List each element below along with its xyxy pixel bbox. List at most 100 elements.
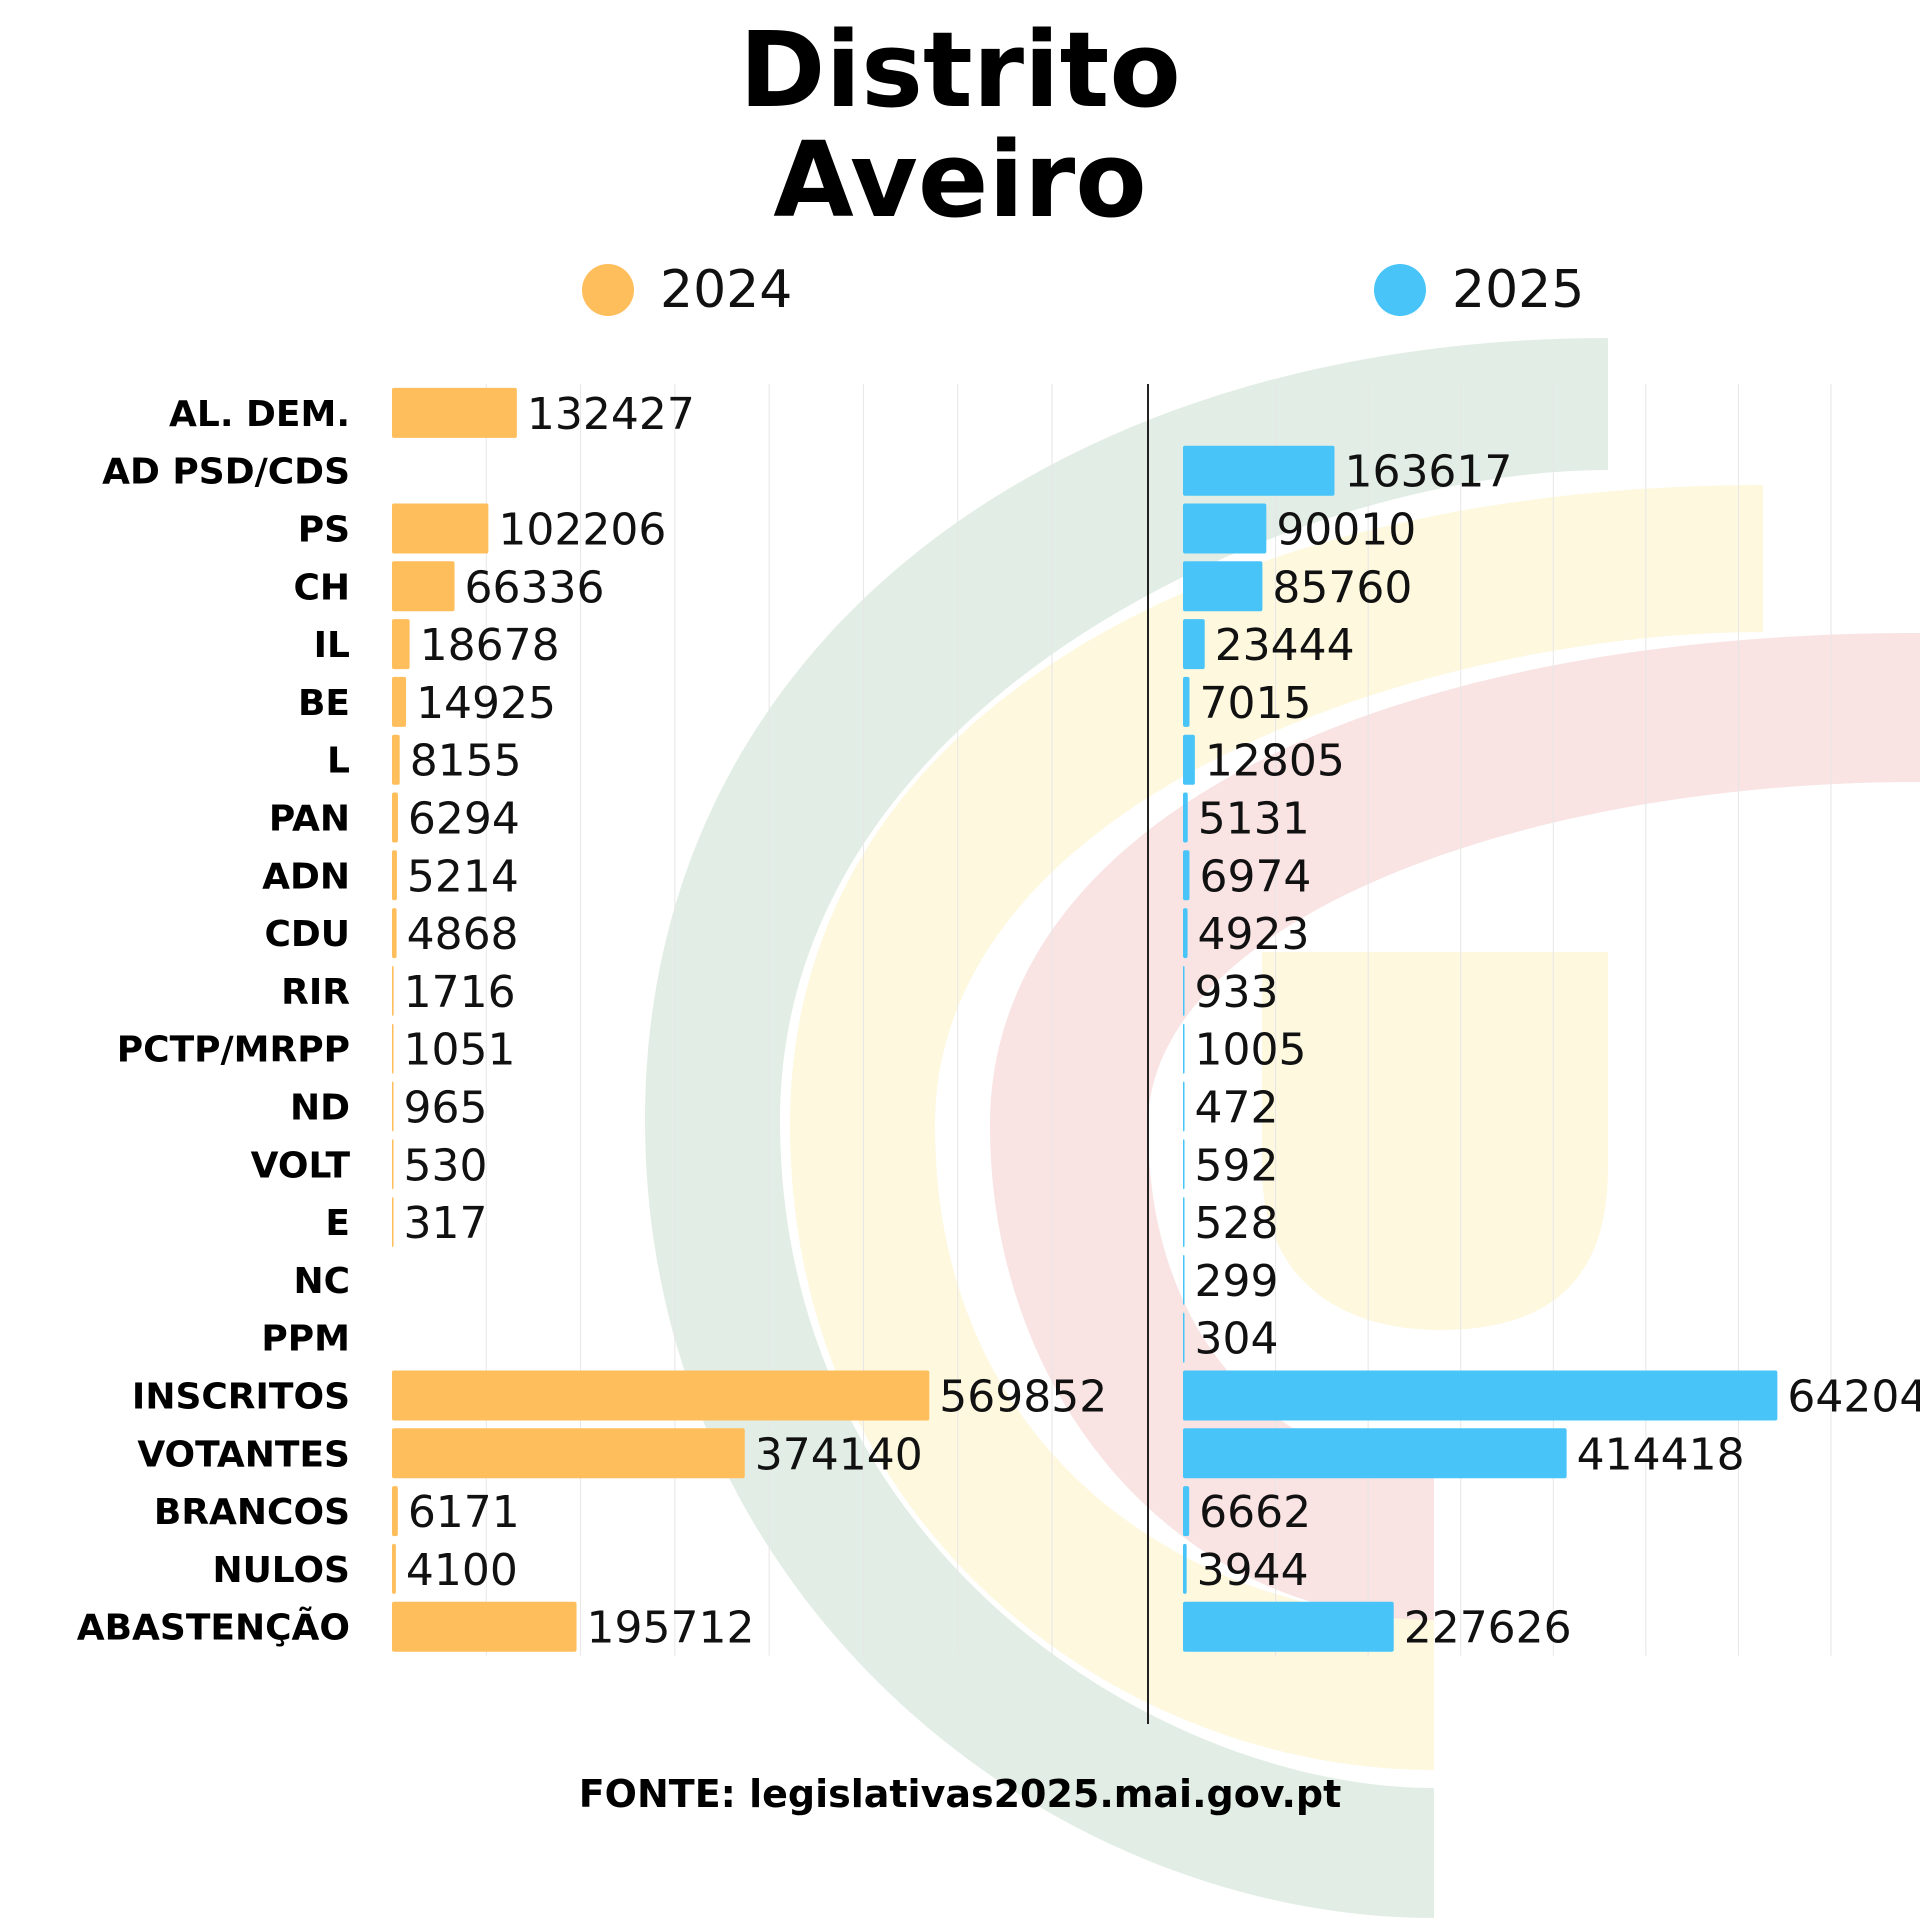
value-label-2025: 12805 [1205,736,1345,787]
bar-2024 [392,503,489,554]
legend-item-2025: 2025 [1374,260,1585,320]
bar-2024 [392,908,397,959]
value-label-2025: 6974 [1199,851,1311,902]
bar-2025 [1183,1543,1187,1594]
legend-swatch-2024 [582,264,634,316]
category-label: RIR [281,972,350,1013]
value-label-2024: 4100 [406,1545,518,1596]
value-label-2024: 1716 [404,967,516,1018]
value-label-2024: 4868 [407,909,519,960]
bar-2025 [1183,1197,1185,1248]
category-label: VOLT [251,1145,351,1186]
value-label-2024: 132427 [527,389,695,440]
legend-label-2024: 2024 [660,260,793,320]
value-label-2024: 6171 [408,1487,520,1538]
value-label-2025: 4923 [1198,909,1310,960]
value-label-2025: 933 [1195,967,1279,1018]
bar-2024 [392,1486,398,1537]
yellow-arc-decoration [790,485,1763,1770]
value-label-2024: 8155 [410,736,522,787]
bar-2024 [392,1139,394,1190]
bar-2025 [1183,850,1190,901]
value-label-2024: 102206 [498,505,666,556]
bar-2025 [1183,908,1188,959]
value-label-2025: 304 [1195,1314,1279,1365]
value-label-2025: 85760 [1272,562,1412,613]
value-label-2024: 66336 [465,562,605,613]
category-label: IL [314,625,350,666]
value-label-2025: 5131 [1198,794,1310,845]
bar-2025 [1183,792,1188,843]
value-label-2024: 569852 [939,1372,1107,1423]
category-label: PS [298,510,350,551]
value-label-2024: 14925 [416,678,556,729]
category-label: E [325,1203,350,1244]
value-label-2025: 7015 [1199,678,1311,729]
category-label: ADN [262,856,350,897]
bar-2024 [392,1023,394,1074]
bar-2024 [392,387,517,438]
value-label-2024: 1051 [404,1025,516,1076]
category-label: ABASTENÇÃO [77,1607,350,1649]
bar-2025 [1183,1601,1394,1652]
bar-2025 [1183,1428,1567,1479]
value-label-2024: 195712 [587,1603,755,1654]
value-label-2025: 3944 [1197,1545,1309,1596]
bar-2024 [392,1543,396,1594]
bar-2025 [1183,445,1335,496]
bar-2024 [392,1081,394,1132]
bar-2024 [392,965,394,1016]
bar-2025 [1183,1312,1185,1363]
legend-label-2025: 2025 [1452,260,1585,320]
bar-2024 [392,792,398,843]
bar-2025 [1183,1486,1190,1537]
value-label-2025: 163617 [1344,447,1512,498]
source-note: FONTE: legislativas2025.mai.gov.pt [578,1772,1342,1816]
category-label: ND [290,1088,350,1129]
category-label: CDU [264,914,350,955]
value-label-2025: 642044 [1787,1372,1920,1423]
bar-2024 [392,850,397,901]
category-label: BE [298,683,350,724]
bar-2025 [1183,1139,1185,1190]
bar-2024 [392,1370,930,1421]
chart-title-line1: Distrito [739,9,1181,131]
category-label: CH [293,567,350,608]
category-label: L [327,741,350,782]
value-label-2025: 299 [1195,1256,1279,1307]
value-label-2024: 530 [404,1140,488,1191]
value-label-2024: 18678 [420,620,560,671]
bar-2024 [392,619,410,670]
value-label-2024: 5214 [407,851,519,902]
chart-title-line2: Aveiro [773,119,1147,241]
bar-2024 [392,561,455,612]
bar-2024 [392,734,400,785]
category-label: PAN [269,799,350,840]
value-label-2025: 414418 [1577,1429,1745,1480]
value-label-2025: 227626 [1404,1603,1572,1654]
bar-2025 [1183,1370,1778,1421]
value-label-2024: 6294 [408,794,520,845]
bar-2025 [1183,734,1195,785]
bar-2024 [392,1197,394,1248]
bar-2025 [1183,965,1185,1016]
value-label-2025: 592 [1195,1140,1279,1191]
bar-2025 [1183,619,1205,670]
value-label-2024: 374140 [755,1429,923,1480]
value-label-2024: 317 [404,1198,488,1249]
bar-2024 [392,1428,745,1479]
value-label-2025: 528 [1195,1198,1279,1249]
legend-swatch-2025 [1374,264,1426,316]
bar-2025 [1183,561,1263,612]
bar-2025 [1183,1081,1185,1132]
value-label-2025: 472 [1195,1083,1279,1134]
value-label-2025: 90010 [1276,505,1416,556]
bar-2025 [1183,503,1267,554]
category-label: INSCRITOS [132,1377,350,1418]
category-label: PPM [261,1319,350,1360]
category-label: BRANCOS [154,1492,350,1533]
category-label: NC [293,1261,350,1302]
bar-2024 [392,1601,577,1652]
green-arc-decoration [645,338,1608,1918]
